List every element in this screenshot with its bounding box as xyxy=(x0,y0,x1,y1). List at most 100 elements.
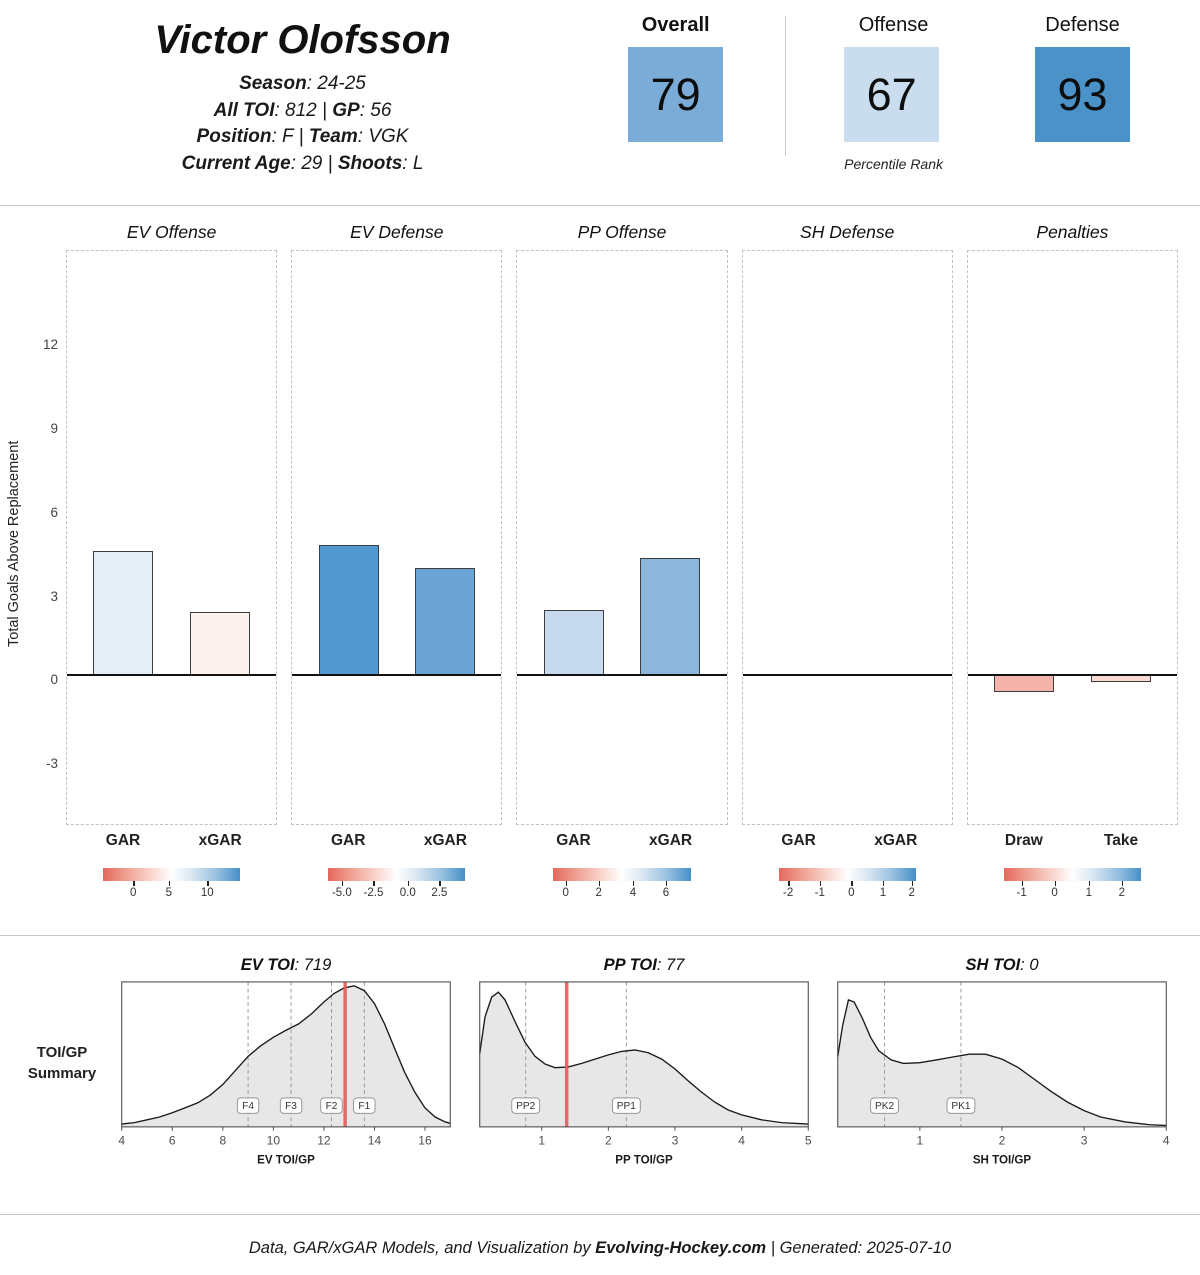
legend-tick-label: 1 xyxy=(879,887,887,899)
text-segment: : 56 xyxy=(359,99,392,121)
legend-tick-label: -5.0 xyxy=(331,887,352,899)
legend-tick-label: 4 xyxy=(629,887,637,899)
legend-tick-label: 5 xyxy=(165,887,173,899)
text-segment: : F | xyxy=(271,126,309,147)
legend-tick xyxy=(1054,881,1057,886)
percentile-defense-box: 93 xyxy=(1035,47,1130,142)
percentile-overall-value: 79 xyxy=(650,68,701,120)
panel-pp-offense: PP Offense GAR xGAR 0 2 4 6 xyxy=(516,222,728,935)
panel-sh-defense: SH Defense GAR xGAR -2 -1 0 1 2 xyxy=(741,222,953,935)
gar-label: GAR xyxy=(781,832,816,849)
legend-tick-label: 2 xyxy=(908,887,915,899)
x-tick-label: 8 xyxy=(219,1133,226,1147)
legend-tick-label: -2 xyxy=(783,887,794,899)
category-labels: GAR xGAR xyxy=(516,832,727,856)
x-tick-label: 3 xyxy=(1081,1133,1088,1147)
lineup-slot-label-box xyxy=(946,1097,976,1114)
player-toi-line xyxy=(564,981,569,1127)
density-curve xyxy=(121,985,451,1125)
legend-tick-label: 0 xyxy=(562,887,569,899)
color-legend: -1 0 1 2 xyxy=(1003,868,1142,912)
x-tick-label: 3 xyxy=(672,1133,679,1147)
x-axis-title: SH TOI/GP xyxy=(973,1155,1032,1167)
x-tick-label: 1 xyxy=(538,1133,545,1147)
legend-tick-label: 2.5 xyxy=(431,887,448,899)
percentile-overall-label: Overall xyxy=(641,14,710,36)
gar-bar xyxy=(93,551,154,676)
legend-tick-label: -1 xyxy=(1016,887,1027,899)
x-tick-label: 6 xyxy=(169,1133,176,1147)
pp-toi-plot: PP TOI: 77 PP2 PP1 1 2 3 4 5 PP TOI/GP xyxy=(472,956,816,1169)
player-name: Victor Olofsson xyxy=(154,18,451,62)
pp-toi-title-value: : 77 xyxy=(656,956,685,974)
percentile-rank-caption: Percentile Rank xyxy=(844,156,943,172)
legend-tick-label: 2 xyxy=(595,887,602,899)
percentile-defense: Defense 93 xyxy=(1035,14,1130,142)
lineup-slot-label: PK2 xyxy=(875,1101,895,1112)
xgar-label: xGAR xyxy=(874,832,918,849)
divider xyxy=(785,16,787,156)
lineup-slot-label-box xyxy=(870,1097,899,1114)
gar-bar xyxy=(318,545,379,676)
x-axis-title: PP TOI/GP xyxy=(615,1155,673,1167)
sh-toi-plot: SH TOI: 0 PK2 PK1 1 2 3 4 SH TOI/GP xyxy=(830,956,1174,1169)
zero-line xyxy=(517,674,727,677)
legend-tick xyxy=(598,881,601,886)
lineup-slot-label-box xyxy=(611,1097,641,1114)
y-axis-tick-label: 9 xyxy=(50,421,58,437)
panel-title: SH Defense xyxy=(800,222,895,242)
percentile-offense-label: Offense xyxy=(858,14,929,36)
zero-line xyxy=(292,674,502,677)
percentile-rank-area: Overall 79 Offense 67 Percentile Rank De… xyxy=(575,14,1170,205)
lineup-slot-label: PP1 xyxy=(617,1101,637,1112)
player-info-block: Victor Olofsson Season: 24-25 All TOI: 81… xyxy=(30,14,575,205)
zero-line xyxy=(967,674,1178,677)
text-segment: Shoots xyxy=(337,152,403,174)
pp-toi-title-label: PP TOI xyxy=(603,956,657,974)
text-segment: | Generated: 2025-07-10 xyxy=(766,1239,952,1258)
text-segment: : 24-25 xyxy=(306,73,366,94)
toi-summary-section: TOI/GP Summary EV TOI: 719 F4 F3 F2 F1 4 6 8 10… xyxy=(0,936,1200,1216)
y-axis-title: Total Goals Above Replacement xyxy=(6,440,22,647)
toi-summary-label-line2: Summary xyxy=(27,1064,97,1082)
density-fill xyxy=(837,999,1167,1127)
percentile-defense-value: 93 xyxy=(1057,68,1108,120)
text-segment: : L xyxy=(402,152,424,174)
percentile-overall: Overall 79 xyxy=(628,14,724,142)
percentile-offense: Offense 67 Percentile Rank xyxy=(844,14,943,172)
gar-label: GAR xyxy=(330,832,366,849)
xgar-label: xGAR xyxy=(649,832,693,849)
panel-title: Penalties xyxy=(1036,222,1109,242)
lineup-slot-label-box xyxy=(353,1097,376,1114)
legend-tick-label: 0.0 xyxy=(399,887,416,899)
legend-tick xyxy=(565,881,568,886)
footer-credit: Data, GAR/xGAR Models, and Visualization… xyxy=(0,1239,1200,1258)
percentile-defense-label: Defense xyxy=(1045,14,1120,36)
lineup-slot-label: F2 xyxy=(326,1101,338,1112)
y-axis-tick-label: 6 xyxy=(50,504,58,520)
lineup-slot-label: F1 xyxy=(358,1101,370,1112)
y-axis-tick-label: 0 xyxy=(50,672,58,688)
player-info-line: Position: F | Team: VGK xyxy=(30,124,575,151)
legend-tick xyxy=(665,881,668,886)
x-tick-label: 2 xyxy=(605,1133,612,1147)
xgar-bar xyxy=(640,558,701,676)
x-tick-label: 2 xyxy=(999,1133,1006,1147)
xgar-label: xGAR xyxy=(198,832,242,849)
panel-plot xyxy=(741,250,953,825)
legend-tick-label: 0 xyxy=(129,887,137,899)
ev-toi-plot: EV TOI: 719 F4 F3 F2 F1 4 6 8 10 12 14 16 EV TOI/GP xyxy=(114,956,458,1169)
ev-toi-title-label: EV TOI xyxy=(240,956,295,974)
lineup-slot-label-box xyxy=(236,1097,260,1114)
legend-tick-label: -1 xyxy=(814,887,825,899)
sh-toi-title-label: SH TOI xyxy=(965,956,1021,974)
text-segment: Current Age xyxy=(181,152,291,174)
legend-tick xyxy=(439,881,441,886)
text-segment: All TOI xyxy=(213,99,275,121)
sh-toi-density-chart: PK2 PK1 1 2 3 4 SH TOI/GP xyxy=(837,981,1170,1167)
lineup-slot-label-box xyxy=(320,1097,343,1114)
density-curve xyxy=(479,991,809,1125)
x-tick-label: 4 xyxy=(118,1133,125,1147)
legend-tick-label: 10 xyxy=(200,887,214,899)
y-axis-tick-label: 12 xyxy=(42,337,58,353)
